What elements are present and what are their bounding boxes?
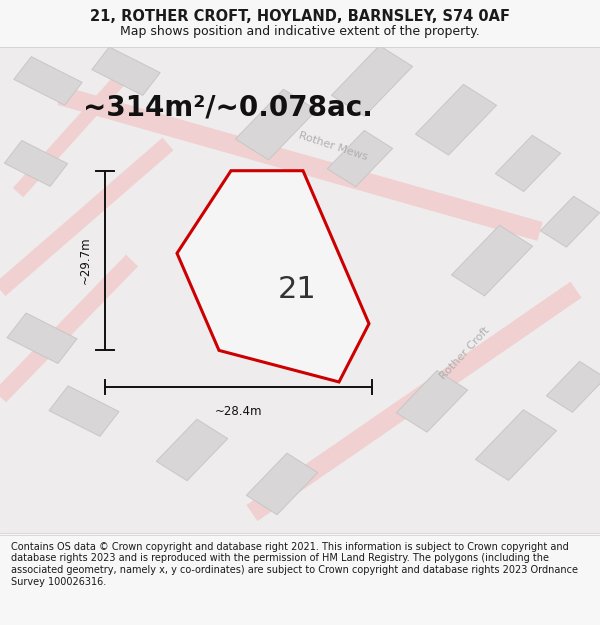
Polygon shape: [397, 371, 467, 432]
Polygon shape: [157, 419, 227, 481]
Text: 21: 21: [278, 275, 316, 304]
Polygon shape: [547, 361, 600, 413]
Text: ~314m²/~0.078ac.: ~314m²/~0.078ac.: [83, 94, 373, 122]
Polygon shape: [49, 386, 119, 436]
Polygon shape: [4, 141, 68, 186]
Polygon shape: [92, 47, 160, 96]
Polygon shape: [331, 46, 413, 116]
Text: 21, ROTHER CROFT, HOYLAND, BARNSLEY, S74 0AF: 21, ROTHER CROFT, HOYLAND, BARNSLEY, S74…: [90, 9, 510, 24]
Polygon shape: [328, 131, 392, 187]
Polygon shape: [415, 84, 497, 155]
Polygon shape: [541, 196, 599, 247]
Polygon shape: [451, 225, 533, 296]
Polygon shape: [235, 89, 317, 160]
Text: ~28.4m: ~28.4m: [215, 405, 262, 418]
Text: Contains OS data © Crown copyright and database right 2021. This information is : Contains OS data © Crown copyright and d…: [11, 542, 578, 586]
Polygon shape: [496, 136, 560, 191]
Polygon shape: [14, 57, 82, 105]
Text: ~29.7m: ~29.7m: [79, 237, 92, 284]
Text: Rother Mews: Rother Mews: [297, 131, 369, 162]
Polygon shape: [247, 453, 317, 515]
Polygon shape: [177, 171, 369, 382]
Text: Map shows position and indicative extent of the property.: Map shows position and indicative extent…: [120, 26, 480, 39]
Text: Rother Croft: Rother Croft: [439, 325, 491, 381]
Polygon shape: [475, 410, 557, 481]
Polygon shape: [7, 313, 77, 364]
